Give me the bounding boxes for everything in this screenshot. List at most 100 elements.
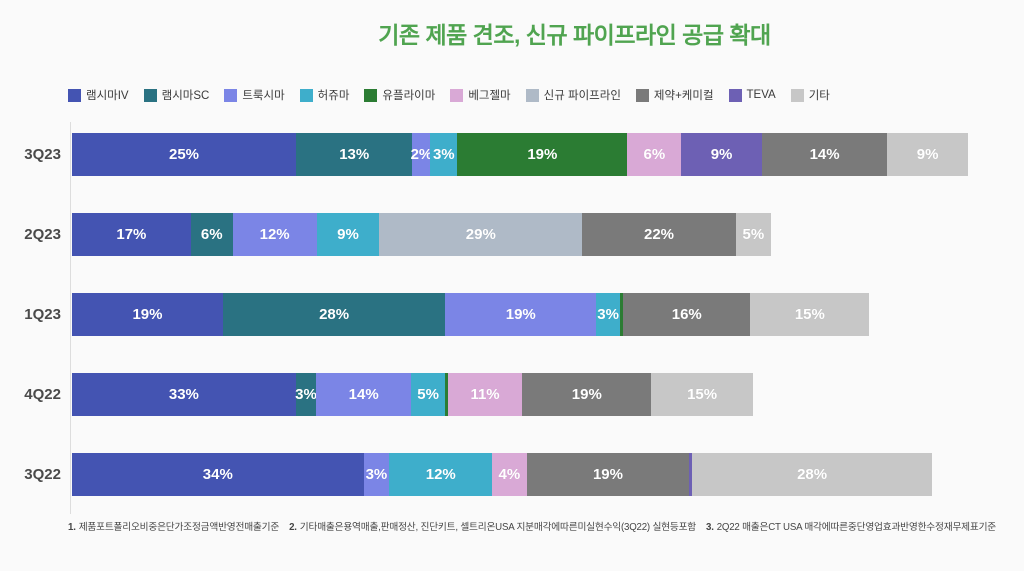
legend-item: TEVA (728, 88, 776, 102)
footnote-text: 2Q22 매출은CT USA 매각에따른중단영업효과반영한수정재무제표기준 (716, 522, 997, 533)
bar-segment-label: 29% (465, 226, 496, 243)
legend-swatch-icon (635, 88, 649, 102)
footnote-text: 기타매출은용역매출,판매정산, 진단키트, 셀트리온USA 지분매각에따른미실현… (299, 522, 697, 533)
bar-row: 4Q22 33% 3% 14% 5% 11% 19% 15% (24, 373, 1012, 416)
legend-label: 유플라이마 (382, 90, 436, 102)
legend-item: 램시마SC (143, 87, 210, 103)
bar-segment: 19% (445, 293, 597, 336)
bar-segment: 9% (316, 213, 380, 256)
page-title: 기존 제품 견조, 신규 파이프라인 공급 확대 (378, 22, 771, 48)
bar-segment: 17% (72, 213, 191, 256)
bar-segment: 19% (457, 133, 628, 176)
footnote-item: 2. 기타매출은용역매출,판매정산, 진단키트, 셀트리온USA 지분매각에따른미… (289, 522, 696, 533)
bar-segment-label: 3% (597, 306, 619, 323)
row-label: 2Q23 (24, 226, 61, 243)
bar-segment: 28% (692, 453, 933, 496)
footnote-text: 제품포트폴리오비중은단가조정금액반영전매출기준 (78, 522, 280, 533)
row-label: 1Q23 (24, 306, 61, 323)
bar-segment: 14% (761, 133, 888, 176)
bar-segment-label: 9% (710, 146, 733, 163)
bar-segment: 2% (410, 133, 433, 176)
bar-segment: 6% (627, 133, 682, 176)
legend-swatch-icon (525, 88, 539, 102)
bar-track: 19% 28% 19% 3% 16% 15% (72, 293, 870, 336)
legend-swatch-icon (450, 88, 464, 102)
bar-segment-label: 13% (339, 146, 370, 163)
bar-row: 3Q22 34% 3% 12% 4% 19% 28% (24, 453, 1012, 496)
bar-segment: 33% (72, 373, 296, 416)
bar-segment: 9% (681, 133, 762, 176)
legend-label: 제약+케미컬 (653, 90, 714, 102)
bar-segment: 3% (295, 373, 317, 416)
legend-swatch-icon (224, 88, 238, 102)
bar-segment: 5% (411, 373, 446, 416)
bar-segment: 29% (379, 213, 583, 256)
bar-segment-label: 16% (671, 306, 702, 323)
footnote-item: 1. 제품포트폴리오비중은단가조정금액반영전매출기준 (68, 522, 279, 533)
bar-segment-label: 3% (432, 146, 455, 163)
bar-segment-label: 3% (295, 386, 317, 403)
bar-row: 2Q23 17% 6% 12% 9% 29% 22% 5% (24, 213, 1012, 256)
bar-segment-label: 14% (348, 386, 379, 403)
footnote-item: 3. 2Q22 매출은CT USA 매각에따른중단영업효과반영한수정재무제표기준 (706, 522, 996, 533)
footnote: 1. 제품포트폴리오비중은단가조정금액반영전매출기준 2. 기타매출은용역매출,판매정… (68, 519, 1010, 533)
legend-item: 기타 (790, 87, 830, 103)
bar-segment: 13% (296, 133, 413, 176)
bar-segment: 16% (623, 293, 751, 336)
legend-label: 신규 파이프라인 (543, 90, 621, 102)
bar-segment-label: 17% (116, 226, 147, 243)
legend-label: 허쥬마 (317, 90, 350, 102)
bar-segment: 34% (72, 453, 364, 496)
bar-segment-label: 9% (337, 226, 359, 243)
bar-segment-label: 33% (168, 386, 199, 403)
bar-track: 17% 6% 12% 9% 29% 22% 5% (72, 213, 771, 256)
bar-segment: 12% (389, 453, 493, 496)
bar-segment-label: 19% (527, 146, 558, 163)
bar-segment (620, 293, 624, 336)
stacked-bar-chart: 3Q23 25% 13% 2% 3% 19% 6% 9% 14% 9% 2Q23 17% 6% 12% 9%… (24, 122, 1012, 514)
legend-item: 트룩시마 (224, 87, 285, 103)
bar-segment: 19% (522, 373, 652, 416)
bar-segment-label: 25% (168, 146, 200, 163)
bar-segment: 15% (651, 373, 753, 416)
legend-label: TEVA (746, 89, 776, 101)
bar-track: 34% 3% 12% 4% 19% 28% (72, 453, 933, 496)
bar-segment (445, 373, 448, 416)
bar-segment-label: 4% (498, 466, 521, 483)
bar-segment: 25% (72, 133, 296, 176)
bar-segment: 11% (447, 373, 523, 416)
bar-segment: 9% (887, 133, 968, 176)
bar-segment: 4% (492, 453, 527, 496)
legend-label: 베그젤마 (468, 90, 511, 102)
bar-track: 25% 13% 2% 3% 19% 6% 9% 14% 9% (72, 133, 968, 176)
bar-segment: 3% (430, 133, 458, 176)
bar-segment: 19% (72, 293, 223, 336)
bar-segment: 6% (190, 213, 233, 256)
bar-segment-label: 34% (202, 466, 233, 483)
bar-segment-label: 19% (132, 306, 163, 323)
bar-row: 3Q23 25% 13% 2% 3% 19% 6% 9% 14% 9% (24, 133, 1012, 176)
bar-segment (689, 453, 693, 496)
legend-item: 유플라이마 (364, 87, 435, 103)
legend-label: 램시마SC (161, 90, 210, 102)
bar-segment-label: 15% (687, 386, 718, 403)
bar-segment-label: 12% (425, 466, 456, 483)
bar-segment: 3% (596, 293, 621, 336)
bar-segment-label: 6% (200, 226, 223, 243)
legend-item: 램시마IV (68, 87, 129, 103)
bar-segment: 19% (526, 453, 690, 496)
bar-segment-label: 2% (410, 146, 433, 163)
footnote-number: 1. (68, 522, 76, 533)
bar-segment-label: 11% (470, 386, 500, 403)
bar-segment-label: 6% (643, 146, 666, 163)
bar-segment-label: 28% (319, 306, 350, 323)
bar-segment-label: 19% (505, 306, 536, 323)
legend-label: 램시마IV (86, 90, 129, 102)
row-label: 3Q23 (24, 146, 61, 163)
bar-segment-label: 3% (365, 466, 388, 483)
legend-label: 트룩시마 (242, 90, 285, 102)
footnote-number: 2. (289, 522, 297, 533)
legend-item: 제약+케미컬 (635, 87, 714, 103)
bar-segment-label: 19% (592, 466, 623, 483)
